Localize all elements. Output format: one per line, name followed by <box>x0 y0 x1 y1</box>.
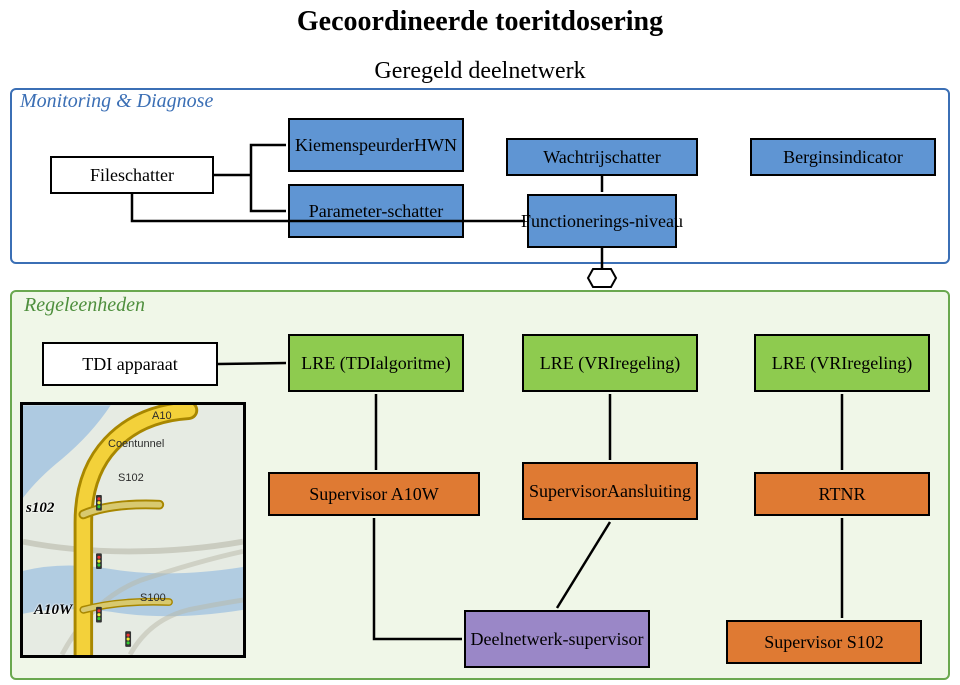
map-label-s100: S100 <box>140 592 166 604</box>
monitoring-label: Monitoring & Diagnose <box>20 90 213 113</box>
reg-box-tdi_app: TDI apparaat <box>42 342 218 386</box>
map-label-s102l: s102 <box>26 500 54 517</box>
reg-box-lre_vri1: LRE (VRIregeling) <box>522 334 698 392</box>
map-label-a10: A10 <box>152 410 172 422</box>
reg-box-sup_aansl: SupervisorAansluiting <box>522 462 698 520</box>
reg-box-lre_tdi: LRE (TDIalgoritme) <box>288 334 464 392</box>
map-label-a10w: A10W <box>34 602 72 619</box>
regeleenheden-label: Regeleenheden <box>24 294 145 317</box>
reg-box-sup_a10w: Supervisor A10W <box>268 472 480 516</box>
page-title: Gecoordineerde toeritdosering <box>0 0 960 38</box>
reg-box-rtnr: RTNR <box>754 472 930 516</box>
page-subtitle: Geregeld deelnetwerk <box>0 58 960 85</box>
mon-box-functionerings: Functionerings-niveau <box>527 194 677 248</box>
mon-box-wachtrij: Wachtrijschatter <box>506 138 698 176</box>
reg-box-deelnet: Deelnetwerk-supervisor <box>464 610 650 668</box>
mon-box-kiemenspeurder: KiemenspeurderHWN <box>288 118 464 172</box>
mon-box-berginsind: Berginsindicator <box>750 138 936 176</box>
reg-box-lre_vri2: LRE (VRIregeling) <box>754 334 930 392</box>
map-label-coen: Coentunnel <box>108 438 164 450</box>
reg-box-sup_s102: Supervisor S102 <box>726 620 922 664</box>
mon-box-parameter: Parameter-schatter <box>288 184 464 238</box>
map-label-s102s: S102 <box>118 472 144 484</box>
mon-box-fileschatter: Fileschatter <box>50 156 214 194</box>
